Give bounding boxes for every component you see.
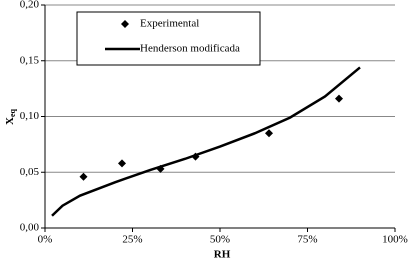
x-tick-label: 75% (297, 234, 317, 246)
x-axis-title: RH (214, 249, 231, 261)
y-tick-label: 0,00 (20, 222, 40, 234)
data-point (335, 94, 343, 103)
x-tick-label: 0% (38, 234, 53, 246)
data-point (265, 129, 273, 138)
y-tick-label: 0,20 (20, 0, 40, 11)
y-axis-title: Xeq (4, 108, 17, 125)
data-point (79, 172, 88, 181)
y-axis-title-main: X (4, 117, 16, 125)
data-line (51, 66, 361, 217)
legend-box (76, 11, 261, 66)
x-tick-label: 50% (210, 234, 230, 246)
y-tick-label: 0,05 (20, 166, 40, 178)
data-point (118, 159, 126, 168)
legend-marker (121, 20, 129, 28)
y-tick-label: 0,15 (20, 54, 40, 66)
legend-label: Experimental (140, 18, 199, 30)
x-tick-label: 100% (382, 234, 408, 246)
y-tick-label: 0,10 (20, 110, 40, 122)
y-axis-title-sub: eq (8, 108, 17, 117)
legend-label: Henderson modificada (140, 43, 240, 55)
x-tick-label: 25% (122, 234, 142, 246)
